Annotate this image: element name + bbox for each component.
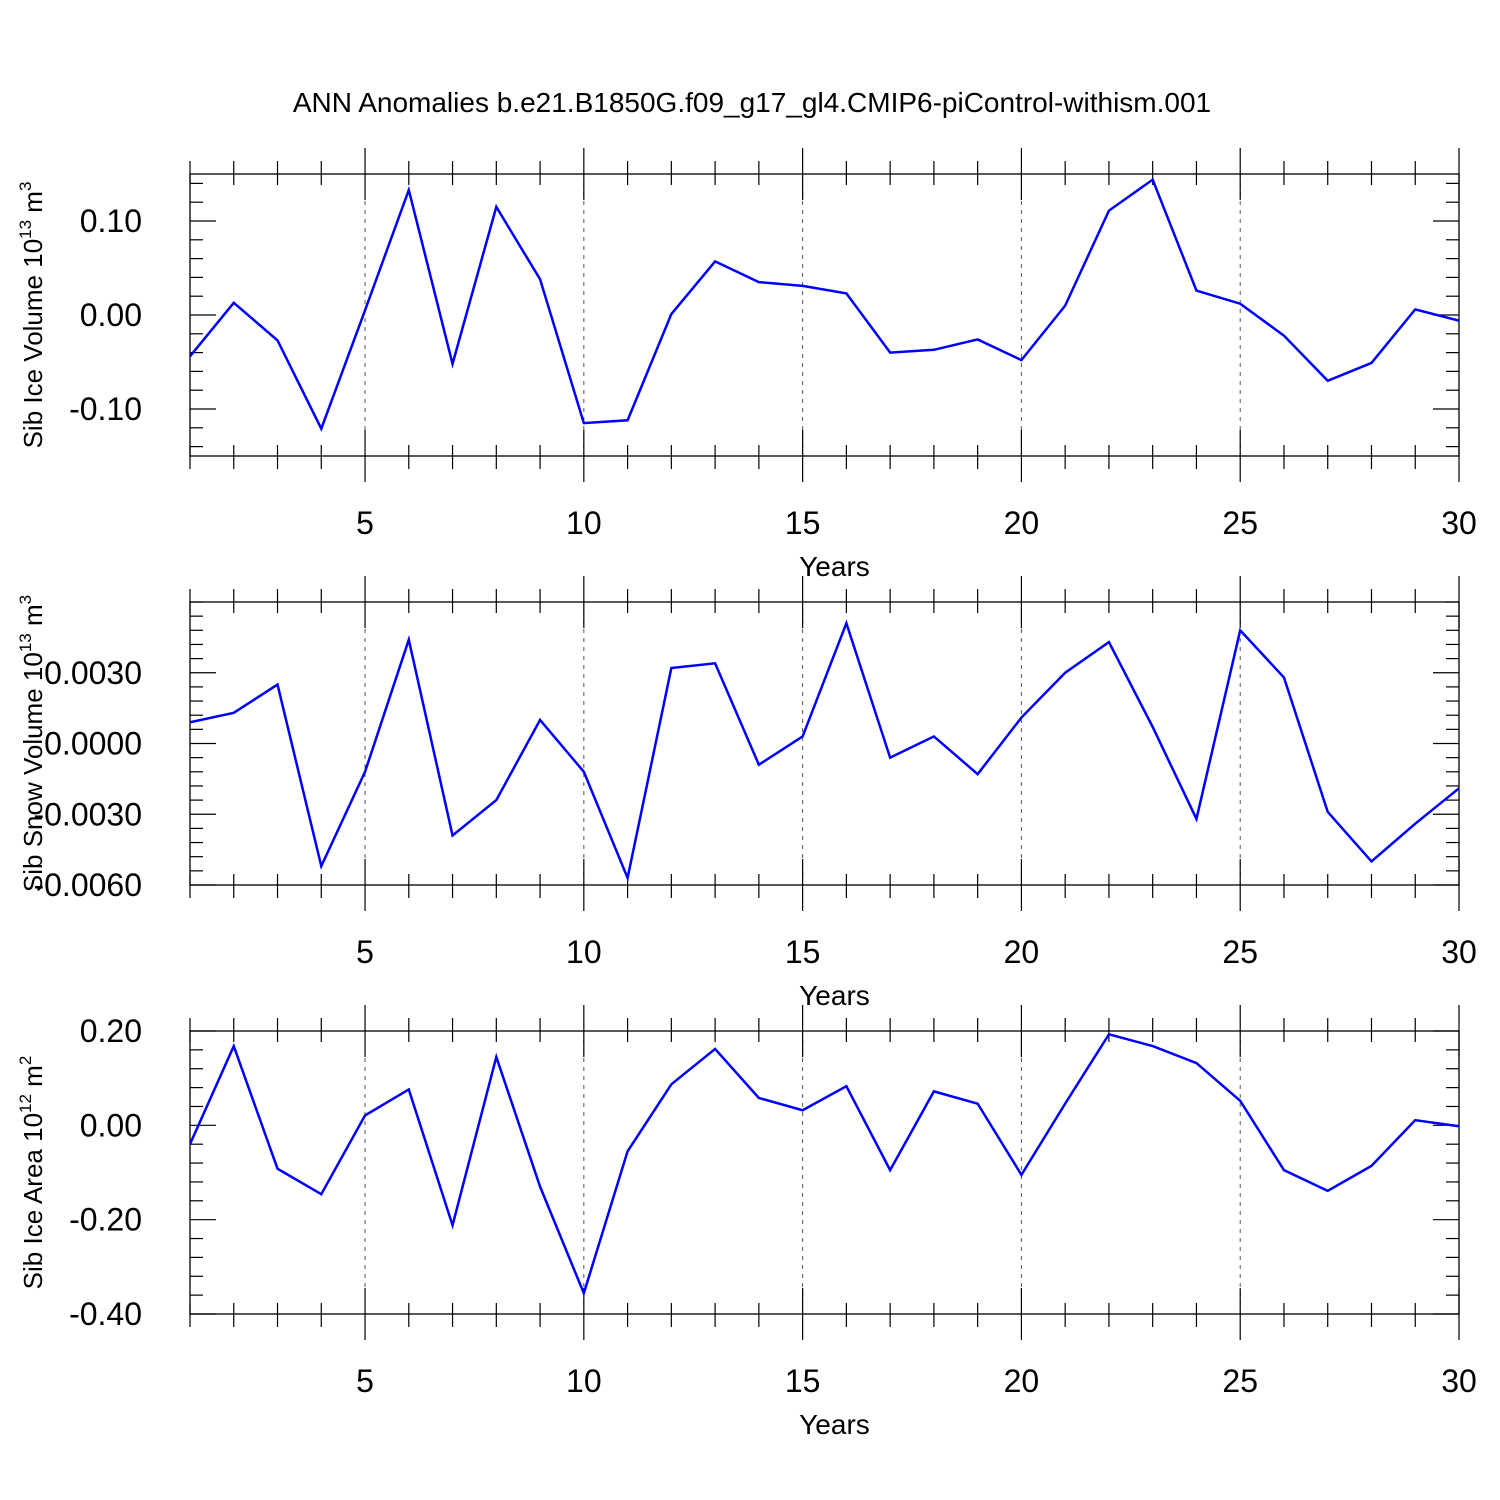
y-tick-label: 0.20	[80, 1013, 142, 1049]
x-tick-label: 20	[1004, 934, 1040, 970]
x-tick-label: 25	[1222, 505, 1258, 541]
y-tick-label: -0.40	[69, 1296, 142, 1332]
y-tick-label: 0.10	[80, 203, 142, 239]
x-tick-label: 20	[1004, 1363, 1040, 1399]
panel-2: 5 10 15 20 25 30 -0.0060 -0.0030 0.0000 0.0030 Yea…	[16, 576, 1477, 1011]
y-tick-label: 0.00	[80, 1107, 142, 1143]
x-tick-label: 15	[785, 934, 821, 970]
x-tick-label: 25	[1222, 1363, 1258, 1399]
x-tick-label: 25	[1222, 934, 1258, 970]
y-axis-label: Sib Snow Volume 1013 m3	[16, 595, 48, 892]
panel-1: 5 10 15 20 25 30 -0.10 0.00 0.10 Years Sib Ice Vol…	[16, 148, 1477, 582]
y-axis-label: Sib Ice Volume 1013 m3	[16, 182, 48, 449]
x-tick-label: 30	[1441, 934, 1477, 970]
x-axis-label: Years	[799, 1409, 870, 1440]
x-tick-label: 15	[785, 505, 821, 541]
x-tick-label: 5	[356, 505, 374, 541]
y-tick-label: 0.00	[80, 297, 142, 333]
plot-frame	[189, 601, 1460, 886]
x-tick-label: 10	[566, 934, 602, 970]
y-tick-label: -0.10	[69, 391, 142, 427]
y-tick-label: 0.0000	[44, 726, 142, 762]
x-tick-label: 5	[356, 934, 374, 970]
y-tick-label: -0.0060	[33, 867, 142, 903]
series-line	[190, 177, 1459, 432]
x-axis-label: Years	[799, 551, 870, 582]
x-tick-label: 10	[566, 1363, 602, 1399]
x-axis-label: Years	[799, 980, 870, 1011]
y-axis-label: Sib Ice Area 1012 m2	[16, 1056, 48, 1290]
x-tick-label: 10	[566, 505, 602, 541]
plot-frame	[189, 173, 1460, 457]
x-tick-label: 5	[356, 1363, 374, 1399]
series-line	[190, 1032, 1459, 1297]
figure-title: ANN Anomalies b.e21.B1850G.f09_g17_gl4.C…	[293, 87, 1211, 118]
x-tick-label: 30	[1441, 505, 1477, 541]
x-tick-label: 30	[1441, 1363, 1477, 1399]
panels: 5 10 15 20 25 30 -0.10 0.00 0.10 Years Sib Ice Vol…	[16, 148, 1477, 1440]
x-tick-label: 20	[1004, 505, 1040, 541]
series-line	[190, 619, 1459, 883]
x-tick-label: 15	[785, 1363, 821, 1399]
y-tick-label: -0.20	[69, 1202, 142, 1238]
y-tick-label: 0.0030	[44, 655, 142, 691]
panel-3: 5 10 15 20 25 30 -0.40 -0.20 0.00 0.20 Years Sib Ic…	[16, 1005, 1477, 1440]
y-tick-label: -0.0030	[33, 796, 142, 832]
plot-frame	[189, 1030, 1460, 1315]
